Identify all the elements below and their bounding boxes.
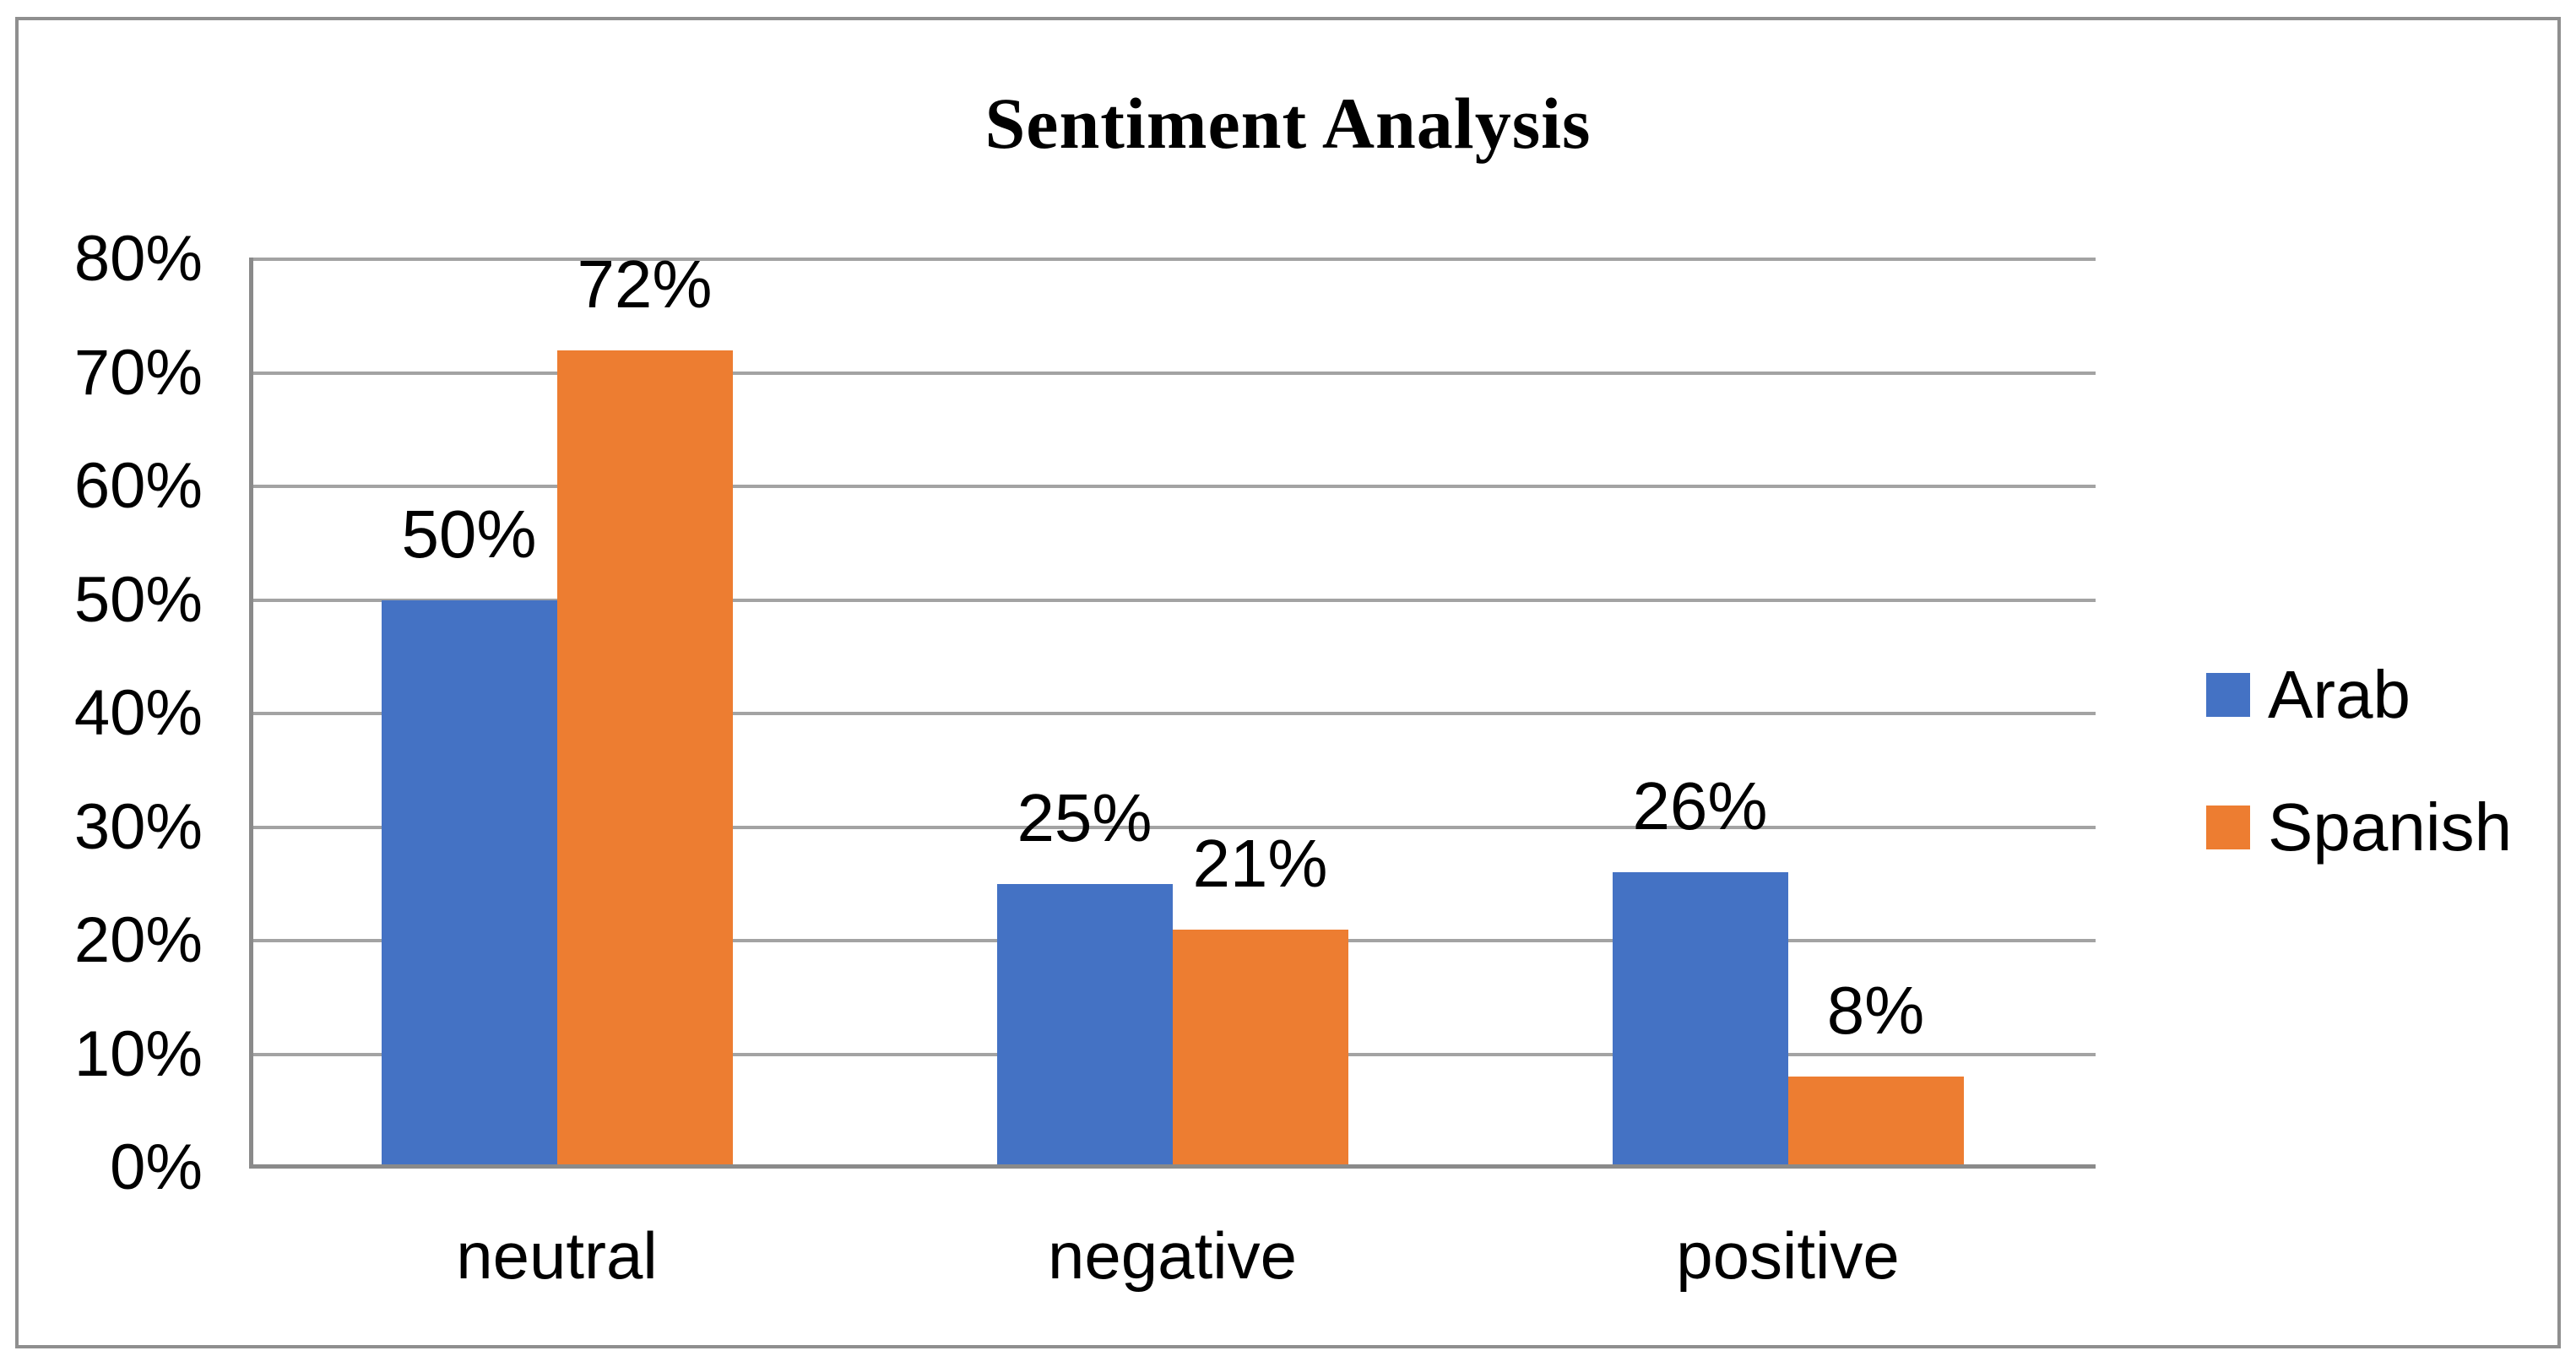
bar-spanish-positive [1787, 1077, 1964, 1164]
bar-spanish-negative [1172, 929, 1348, 1164]
legend-swatch-arab-icon [2206, 673, 2250, 717]
gridline-60 [249, 485, 2096, 488]
data-label-spanish-neutral: 72% [577, 246, 713, 322]
legend-label-arab: Arab [2268, 657, 2411, 732]
legend-swatch-spanish-icon [2206, 806, 2250, 849]
y-tick-label-50: 50% [73, 563, 203, 636]
legend-entry-arab: Arab [2206, 661, 2512, 729]
gridline-30 [249, 825, 2096, 829]
data-label-arab-neutral: 50% [401, 496, 537, 572]
bar-spanish-neutral [556, 350, 733, 1164]
x-category-label-negative: negative [1048, 1218, 1297, 1293]
bar-arab-neutral [381, 599, 557, 1164]
y-tick-label-40: 40% [73, 677, 203, 749]
chart-outer-border [15, 17, 2561, 1348]
y-tick-label-20: 20% [73, 904, 203, 976]
bar-arab-positive [1612, 872, 1788, 1164]
data-label-spanish-positive: 8% [1826, 973, 1925, 1049]
y-tick-label-30: 30% [73, 790, 203, 863]
y-tick-label-60: 60% [73, 450, 203, 522]
y-tick-label-10: 10% [73, 1017, 203, 1090]
data-label-arab-positive: 26% [1632, 768, 1768, 844]
data-label-arab-negative: 25% [1017, 779, 1152, 855]
data-label-spanish-negative: 21% [1192, 825, 1328, 901]
x-axis-line [249, 1164, 2096, 1169]
legend-label-spanish: Spanish [2268, 789, 2513, 865]
x-category-label-neutral: neutral [456, 1218, 658, 1293]
y-tick-label-80: 80% [73, 223, 203, 295]
chart-title: Sentiment Analysis [984, 83, 1592, 164]
gridline-40 [249, 712, 2096, 715]
y-tick-label-70: 70% [73, 336, 203, 409]
gridline-50 [249, 598, 2096, 602]
x-category-label-positive: positive [1676, 1218, 1900, 1293]
bar-arab-negative [996, 883, 1173, 1164]
y-tick-label-0: 0% [110, 1131, 203, 1203]
y-axis-line [249, 258, 253, 1169]
gridline-80 [249, 258, 2096, 261]
legend: Arab Spanish [2206, 661, 2512, 861]
gridline-70 [249, 371, 2096, 375]
legend-entry-spanish: Spanish [2206, 794, 2512, 861]
